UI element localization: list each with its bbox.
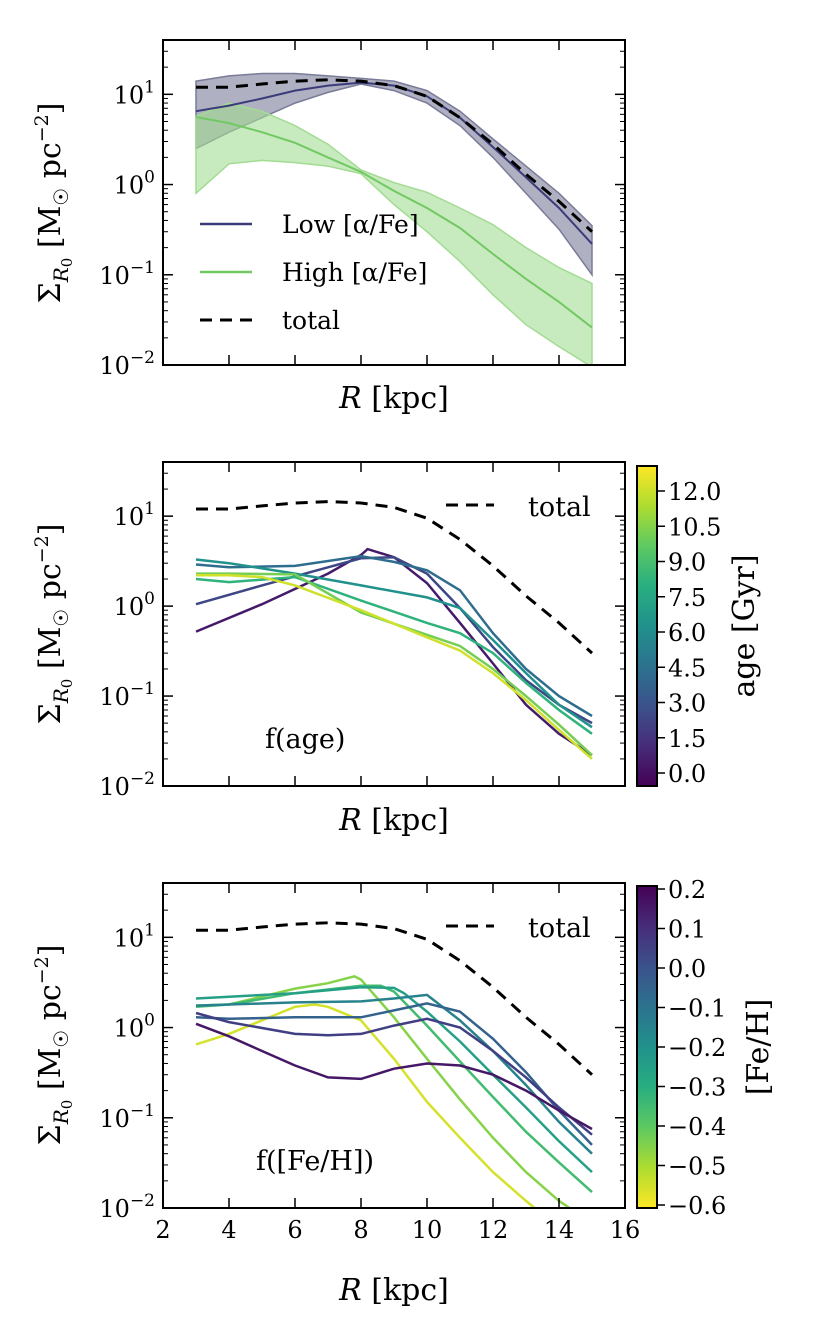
x-tick-label: 16 (610, 1216, 641, 1244)
y-axis-label: ΣR0 [M☉ pc−2] (31, 523, 76, 724)
series-line-5 (195, 1002, 593, 1146)
x-tick-label: 6 (287, 1216, 302, 1244)
plot-area (195, 72, 594, 365)
panel-age: 10−2 10−1 100 101 f(age) total R [kpc] ΣR0 … (31, 461, 762, 838)
plot-area (195, 921, 594, 1208)
colorbar-tick-label: 3.0 (668, 690, 706, 718)
x-axis-label: R [kpc] (338, 803, 449, 838)
panel-annotation: f([Fe/H]) (256, 1146, 374, 1177)
colorbar-tick-label: −0.3 (668, 1074, 726, 1102)
series-line-7 (195, 1022, 593, 1131)
colorbar-label: age [Gyr] (727, 554, 762, 697)
colorbar-tick-label: 0.2 (668, 876, 706, 904)
x-tick-label: 2 (155, 1216, 170, 1244)
y-tick-label: 101 (114, 499, 155, 531)
series-line-5 (196, 572, 593, 757)
y-tick-label: 10−2 (99, 1191, 155, 1223)
x-tick-label: 8 (353, 1216, 368, 1244)
y-tick-label: 10−2 (99, 348, 155, 380)
colorbar-tick-label: 1.5 (668, 725, 706, 753)
colorbar-tick-label: 9.0 (668, 549, 706, 577)
y-tick-label: 101 (114, 920, 155, 952)
series-line-2 (195, 554, 593, 718)
total-label: total (528, 913, 591, 944)
total-line (196, 921, 594, 1076)
y-tick-label: 10−2 (99, 769, 155, 801)
series-line-1 (195, 116, 593, 329)
x-tick-label: 10 (412, 1216, 443, 1244)
series-line-3 (195, 558, 593, 729)
legend-label-2: total (282, 306, 340, 335)
x-tick-label: 14 (544, 1216, 575, 1244)
legend-label-1: High [α/Fe] (282, 258, 427, 287)
x-tick-label: 12 (478, 1216, 509, 1244)
y-axis-label: ΣR0 [M☉ pc−2] (31, 102, 76, 303)
series-line-0 (195, 1003, 537, 1208)
panel-alpha-fe: 10−2 10−1 100 101 Low [α/Fe] High [α/Fe] tota… (31, 39, 626, 416)
colorbar-tick-label: 0.0 (668, 760, 706, 788)
colorbar-tick-label: 10.5 (668, 513, 721, 541)
series-line-6 (195, 1011, 593, 1136)
y-tick-label: 10−1 (99, 258, 155, 290)
total-label: total (528, 492, 591, 523)
colorbar-tick-label: −0.5 (668, 1153, 726, 1181)
band-0 (195, 72, 593, 278)
band-1 (195, 102, 593, 365)
series-line-6 (196, 574, 593, 760)
series-line-3 (195, 985, 593, 1174)
y-tick-label: 100 (114, 1011, 155, 1043)
y-tick-label: 10−1 (99, 1101, 155, 1133)
series-line-2 (195, 984, 593, 1194)
colorbar-tick-label: 6.0 (668, 619, 706, 647)
total-line (196, 500, 594, 655)
y-axis-label: ΣR0 [M☉ pc−2] (31, 944, 76, 1145)
ticks: 10−2 10−1 100 101 (99, 461, 626, 801)
y-tick-label: 100 (114, 589, 155, 621)
plot-area (195, 500, 594, 760)
colorbar-label: [Fe/H] (741, 999, 776, 1096)
series-line-1 (195, 555, 593, 725)
colorbar-tick-label: 0.0 (668, 955, 706, 983)
y-tick-label: 10−1 (99, 679, 155, 711)
colorbar-tick-label: 12.0 (668, 478, 721, 506)
colorbar-tick-label: −0.2 (668, 1034, 726, 1062)
colorbar-tick-label: −0.6 (668, 1192, 726, 1220)
colorbar-ticks: 0.0 1.5 3.0 4.5 6.0 7.5 9.0 10.5 12.0 (657, 478, 721, 788)
series-line-2 (196, 78, 594, 233)
x-axis-label: R [kpc] (338, 381, 449, 416)
colorbar-tick-label: −0.4 (668, 1113, 726, 1141)
y-tick-label: 100 (114, 168, 155, 200)
colorbar (636, 885, 658, 1209)
colorbar-ticks: 0.2 0.1 0.0 −0.1 −0.2 −0.3 −0.4 −0.5 −0.6 (657, 876, 726, 1220)
panel-annotation: f(age) (265, 724, 345, 755)
colorbar-tick-label: 7.5 (668, 584, 706, 612)
y-tick-label: 101 (114, 77, 155, 109)
series-line-1 (195, 974, 572, 1208)
axes-frame (162, 882, 626, 1209)
x-tick-label: 4 (221, 1216, 236, 1244)
axes-frame (162, 461, 626, 787)
ticks: 10−2 10−1 100 101 (99, 39, 626, 380)
series-line-4 (195, 575, 593, 735)
colorbar-tick-label: 0.1 (668, 916, 706, 944)
colorbar (636, 465, 658, 787)
axes-frame (162, 39, 626, 366)
legend-label-0: Low [α/Fe] (282, 210, 419, 239)
x-axis-label: R [kpc] (338, 1273, 449, 1308)
series-line-0 (195, 81, 593, 245)
colorbar-tick-label: 4.5 (668, 654, 706, 682)
colorbar-tick-label: −0.1 (668, 995, 726, 1023)
legend: Low [α/Fe] High [α/Fe] total (200, 210, 427, 335)
